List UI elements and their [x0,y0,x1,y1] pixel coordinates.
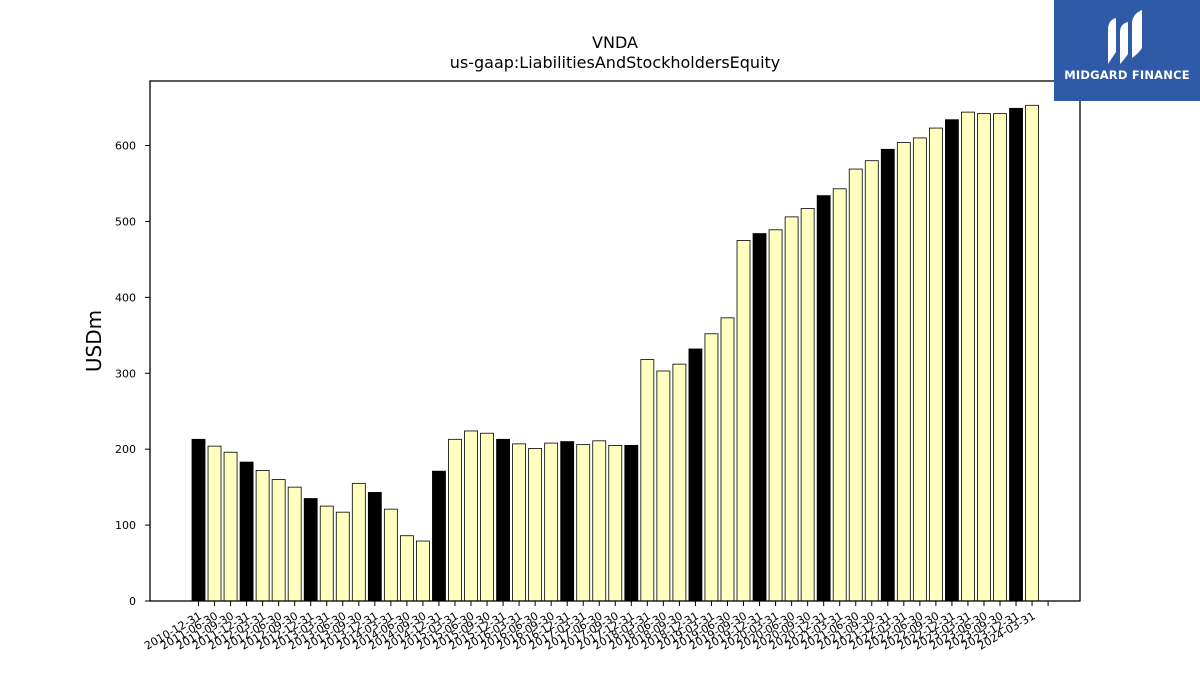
bar-2021-03-31 [848,168,863,602]
bar-2013-03-31 [335,511,350,602]
bar-2012-03-31 [271,479,286,602]
bar-2016-09-30 [560,441,575,602]
bar-2019-03-31 [720,317,735,602]
bar-2022-12-31 [961,111,975,602]
bar-2017-09-30 [624,444,639,602]
bar-2014-03-31 [399,535,414,602]
bar-2017-03-31 [592,440,607,602]
y-tick-label-500: 500 [115,215,136,228]
bar-2015-09-30 [496,438,510,602]
bar-2015-06-30 [480,432,494,602]
bar-2022-09-30 [945,119,959,602]
bar-2018-12-31 [704,333,719,602]
y-tick-label-600: 600 [115,140,136,153]
bar-2019-12-31 [768,229,783,602]
x-axis: 2010-12-312011-06-302011-09-302011-12-31… [142,601,1049,653]
brand-mark-icon [1108,10,1142,64]
bars-group [191,104,1039,602]
chart-title: VNDA [592,33,638,52]
bar-2020-06-30 [800,208,815,602]
bar-2011-09-30 [239,461,254,602]
bar-2020-09-30 [816,195,831,602]
bar-2019-06-30 [736,240,751,602]
bar-2022-06-30 [928,127,943,602]
bar-2023-06-30 [993,113,1007,602]
brand-logo: MIDGARD FINANCE [1054,0,1200,101]
bar-2023-12-31 [1025,104,1039,602]
bar-2015-03-31 [464,430,478,602]
bar-2021-06-30 [864,160,879,602]
y-tick-label-300: 300 [115,367,136,380]
bar-2013-06-30 [351,482,366,602]
bar-2012-12-31 [319,505,334,602]
bar-2013-12-31 [383,508,398,602]
bar-2011-03-31 [207,445,222,602]
bar-2012-09-30 [303,498,318,602]
y-tick-label-100: 100 [115,519,136,532]
y-axis-label: USDm [82,310,106,372]
bar-2023-09-30 [1009,107,1023,602]
bar-2013-09-30 [367,492,382,602]
y-tick-label-0: 0 [129,595,136,608]
bar-2021-12-31 [896,142,911,602]
plot-frame [149,80,1081,602]
bar-2016-12-31 [576,444,591,602]
bar-2021-09-30 [880,148,895,602]
bar-2017-06-30 [608,444,623,602]
bar-2011-06-30 [223,451,238,602]
bar-2014-09-30 [432,470,446,602]
y-axis: 0 100 200 300 400 500 600 [115,140,150,608]
bar-2012-06-30 [287,486,302,602]
bar-2018-06-30 [672,363,687,602]
bar-2023-03-31 [977,113,991,602]
bar-2014-12-31 [448,438,462,602]
bar-2016-03-31 [528,448,543,602]
bar-2015-12-31 [512,443,526,602]
bar-2019-09-30 [752,233,767,602]
brand-name: MIDGARD FINANCE [1064,68,1190,82]
bar-2010-12-31 [191,438,206,602]
bar-2022-03-31 [912,137,927,602]
y-tick-label-400: 400 [115,291,136,304]
bar-2014-06-30 [416,540,430,602]
bar-2020-12-31 [832,188,847,602]
bar-2017-12-31 [640,359,655,602]
chart-subtitle: us-gaap:LiabilitiesAndStockholdersEquity [450,53,781,72]
bar-2011-12-31 [255,470,270,602]
y-tick-label-200: 200 [115,443,136,456]
bar-2016-06-30 [544,442,559,602]
bar-2018-03-31 [656,370,671,602]
bar-2020-03-31 [784,216,799,602]
bar-2018-09-30 [688,348,703,602]
